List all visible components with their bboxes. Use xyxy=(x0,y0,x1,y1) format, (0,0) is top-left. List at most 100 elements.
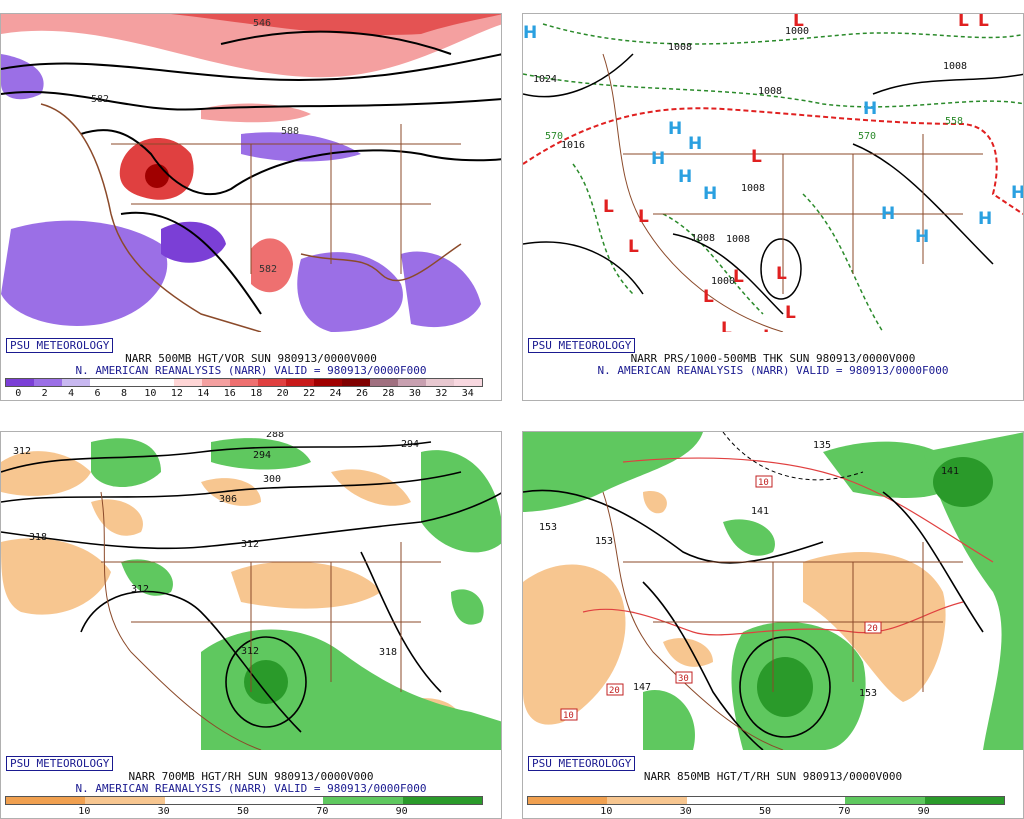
contour-label: 153 xyxy=(859,688,877,699)
isotherm-label: 10 xyxy=(758,478,769,488)
contour-label: 141 xyxy=(941,466,959,477)
contour-label: 582 xyxy=(91,94,109,105)
high-pressure-marker: H xyxy=(881,204,895,224)
colorbar xyxy=(5,796,483,805)
psu-meteorology-logo: PSU METEOROLOGY xyxy=(6,756,114,771)
high-pressure-marker: H xyxy=(668,119,682,139)
psu-meteorology-logo: PSU METEOROLOGY xyxy=(6,338,114,353)
panel-sea-level-pressure-thickness: 1024 1016 1000 1008 1008 1008 1008 1008 … xyxy=(522,13,1024,401)
colorbar-tick-label: 30 xyxy=(408,388,421,399)
psu-meteorology-logo: PSU METEOROLOGY xyxy=(528,338,636,353)
colorbar-tick-label: 4 xyxy=(68,388,75,399)
colorbar-tick-label: 34 xyxy=(461,388,474,399)
colorbar-tick-label: 18 xyxy=(250,388,263,399)
low-pressure-marker: L xyxy=(785,303,796,323)
low-pressure-marker: L xyxy=(721,319,732,332)
isobar-label: 1008 xyxy=(668,42,692,53)
colorbar-tick-label: 12 xyxy=(170,388,183,399)
colorbar-tick-label: 26 xyxy=(355,388,369,399)
colorbar-tick-label: 10 xyxy=(78,806,91,817)
colorbar-swatch xyxy=(243,797,324,804)
colorbar-tick-label: 50 xyxy=(236,806,250,817)
colorbar-swatch xyxy=(34,379,62,386)
map-850mb: 153 153 147 141 135 141 153 10 20 30 20 … xyxy=(523,432,1023,750)
colorbar-tick-label: 30 xyxy=(679,806,692,817)
colorbar-tick-label: 70 xyxy=(838,806,851,817)
colorbar-swatch xyxy=(454,379,482,386)
contour-label: 135 xyxy=(813,440,831,451)
colorbar-tick-label: 30 xyxy=(157,806,170,817)
psu-meteorology-logo: PSU METEOROLOGY xyxy=(528,756,636,771)
contour-label: 312 xyxy=(131,584,149,595)
map-850mb-svg: 153 153 147 141 135 141 153 10 20 30 20 … xyxy=(523,432,1023,750)
high-pressure-marker: H xyxy=(678,167,692,187)
colorbar-swatch xyxy=(398,379,426,386)
colorbar-ticks: 10 30 50 70 90 xyxy=(5,806,481,818)
colorbar-swatch xyxy=(342,379,370,386)
colorbar-swatch xyxy=(258,379,286,386)
contour-label: 546 xyxy=(253,18,271,29)
contour-label: 288 xyxy=(266,432,284,440)
panel-title: NARR 500MB HGT/VOR SUN 980913/0000V000 xyxy=(125,352,377,365)
contour-label: 582 xyxy=(259,264,277,275)
low-pressure-marker: L xyxy=(763,327,774,332)
colorbar-swatch xyxy=(164,797,244,804)
colorbar-tick-label: 24 xyxy=(329,388,342,399)
colorbar-tick-label: 70 xyxy=(316,806,329,817)
map-700mb-svg: 312 318 306 300 312 312 312 318 294 288 … xyxy=(1,432,501,750)
colorbar xyxy=(527,796,1005,805)
low-pressure-marker: L xyxy=(958,14,969,31)
colorbar-tick-label: 16 xyxy=(223,388,236,399)
contour-label: 147 xyxy=(633,682,651,693)
contour-label: 312 xyxy=(241,539,259,550)
map-500mb: 546 582 582 588 xyxy=(1,14,501,332)
panel-500mb-vorticity: 546 582 582 588 PSU METEOROLOGY NARR 500… xyxy=(0,13,502,401)
map-surface: 1024 1016 1000 1008 1008 1008 1008 1008 … xyxy=(523,14,1023,332)
colorbar-swatch xyxy=(370,379,398,386)
isotherm-label: 10 xyxy=(563,711,574,721)
colorbar-swatch xyxy=(202,379,230,386)
isobar-label: 1008 xyxy=(691,233,715,244)
colorbar-tick-label: 32 xyxy=(435,388,448,399)
contour-label: 306 xyxy=(219,494,237,505)
contour-label: 153 xyxy=(595,536,613,547)
colorbar-swatch xyxy=(426,379,454,386)
colorbar-swatch xyxy=(6,379,34,386)
map-surface-svg: 1024 1016 1000 1008 1008 1008 1008 1008 … xyxy=(523,14,1023,332)
isobar-label: 1008 xyxy=(726,234,750,245)
panel-700mb-rh: 312 318 306 300 312 312 312 318 294 288 … xyxy=(0,431,502,819)
colorbar-swatch xyxy=(402,797,482,804)
colorbar-tick-label: 0 xyxy=(15,388,22,399)
isobar-label: 1000 xyxy=(711,276,735,287)
contour-label: 294 xyxy=(253,450,271,461)
contour-label: 312 xyxy=(241,646,259,657)
colorbar-tick-label: 90 xyxy=(395,806,408,817)
colorbar-swatch xyxy=(118,379,146,386)
colorbar-tick-label: 6 xyxy=(94,388,101,399)
colorbar-swatch xyxy=(528,797,608,804)
colorbar-tick-label: 22 xyxy=(303,388,316,399)
isobar-label: 1008 xyxy=(758,86,782,97)
colorbar-tick-label: 10 xyxy=(600,806,613,817)
thickness-label: 570 xyxy=(858,131,876,142)
contour-label: 141 xyxy=(751,506,769,517)
high-pressure-marker: H xyxy=(915,227,929,247)
isotherm-label: 20 xyxy=(609,686,620,696)
colorbar-ticks: 10 30 50 70 90 xyxy=(527,806,1003,818)
panel-subtitle: N. AMERICAN REANALYSIS (NARR) VALID = 98… xyxy=(597,364,949,377)
isobar-label: 1000 xyxy=(785,26,809,37)
colorbar-tick-label: 10 xyxy=(144,388,157,399)
map-500mb-svg: 546 582 582 588 xyxy=(1,14,501,332)
colorbar xyxy=(5,378,483,387)
isotherm-label: 30 xyxy=(678,674,689,684)
high-pressure-marker: H xyxy=(978,209,992,229)
isobar-label: 1016 xyxy=(561,140,585,151)
colorbar-swatch xyxy=(323,797,403,804)
isotherm-label: 20 xyxy=(867,624,878,634)
colorbar-tick-label: 8 xyxy=(120,388,128,399)
colorbar-swatch xyxy=(174,379,202,386)
low-pressure-marker: L xyxy=(703,287,714,307)
colorbar-swatch xyxy=(686,797,766,804)
panel-title: NARR 700MB HGT/RH SUN 980913/0000V000 xyxy=(128,770,374,783)
colorbar-swatch xyxy=(286,379,314,386)
